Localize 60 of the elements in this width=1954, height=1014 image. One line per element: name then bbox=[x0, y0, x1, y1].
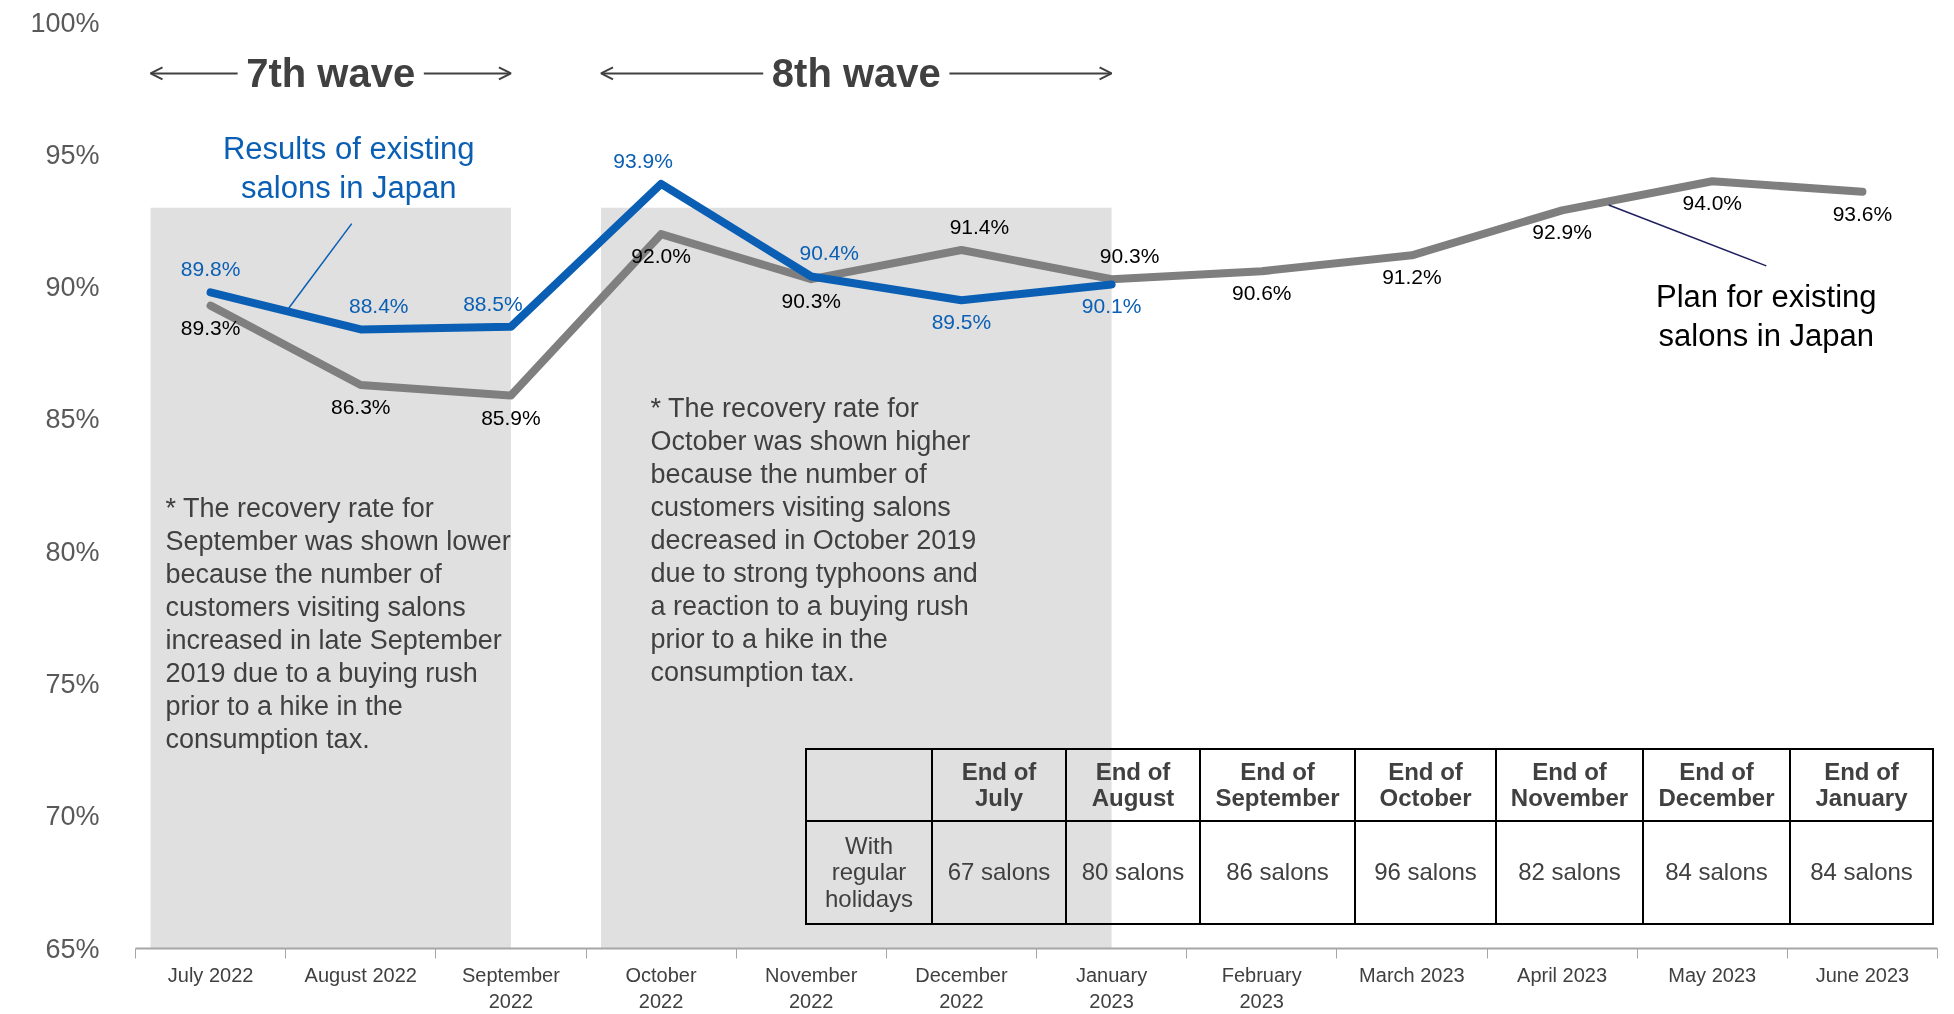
annotation: End of August bbox=[1066, 749, 1200, 821]
x-tick-label: July 2022 bbox=[167, 963, 254, 986]
data-label: 94.0% bbox=[1682, 191, 1743, 215]
text: Plan for existing salons in Japan bbox=[1656, 279, 1877, 353]
data-label: 85.9% bbox=[481, 405, 541, 429]
annotation: 86 salons bbox=[1200, 821, 1355, 924]
data-label: 93.6% bbox=[1832, 201, 1893, 225]
x-tick-label: December 2022 bbox=[915, 963, 1008, 1012]
data-label: 93.9% bbox=[613, 148, 673, 172]
annotation: 82 salons bbox=[1496, 821, 1643, 924]
y-tick-label: 80% bbox=[45, 536, 100, 567]
annotation: 80 salons bbox=[1066, 821, 1200, 924]
x-tick-label: February 2023 bbox=[1221, 963, 1302, 1012]
x-tick-label: September 2022 bbox=[462, 963, 561, 1012]
annotation: End of July bbox=[932, 749, 1066, 821]
data-label: 90.6% bbox=[1231, 281, 1292, 305]
data-label: 88.5% bbox=[463, 291, 523, 315]
x-tick-label: November 2022 bbox=[765, 963, 858, 1012]
x-tick-label: April 2023 bbox=[1517, 963, 1608, 986]
annotation: End of January bbox=[1790, 749, 1933, 821]
y-tick-label: 95% bbox=[45, 139, 100, 170]
annotation: End of November bbox=[1496, 749, 1643, 821]
band-label: 8th wave bbox=[771, 51, 941, 96]
y-tick-label: 85% bbox=[45, 404, 100, 435]
text: * The recovery rate for October was shown higher because the number of customers visiting salons decreased in October 2019 due to strong typhoons and a reaction to a buying rush prior to a hike in the consumption tax. bbox=[650, 392, 978, 687]
x-tick-label: March 2023 bbox=[1359, 963, 1465, 986]
annotation: End of October bbox=[1355, 749, 1496, 821]
annotation: * The recovery rate for September was shown lower because the number of customers visiting salons increased in late September 2019 due to a buying rush prior to a hike in the consumption tax. bbox=[165, 493, 511, 755]
y-tick-label: 90% bbox=[45, 272, 100, 303]
data-label: 91.2% bbox=[1382, 265, 1442, 289]
data-label: 92.9% bbox=[1532, 220, 1592, 244]
annotation: 96 salons bbox=[1355, 821, 1496, 924]
data-label: 86.3% bbox=[330, 394, 391, 418]
annotation: End of September bbox=[1200, 749, 1355, 821]
x-tick-label: June 2023 bbox=[1815, 963, 1910, 986]
data-label: 90.4% bbox=[799, 241, 860, 265]
data-label: 90.1% bbox=[1081, 294, 1142, 318]
text: Results of existing salons in Japan bbox=[222, 131, 475, 205]
y-tick-label: 65% bbox=[45, 933, 100, 964]
data-label: 91.4% bbox=[949, 215, 1010, 239]
data-label: 89.5% bbox=[931, 310, 992, 334]
x-tick-label: May 2023 bbox=[1668, 963, 1757, 986]
data-label: 90.3% bbox=[781, 289, 842, 313]
annotation: With regular holidays bbox=[806, 821, 932, 924]
y-tick-label: 75% bbox=[45, 668, 100, 699]
y-tick-label: 70% bbox=[45, 801, 100, 832]
x-tick-label: January 2023 bbox=[1076, 963, 1148, 1012]
data-label: 90.3% bbox=[1099, 244, 1160, 268]
annotation: 67 salons bbox=[932, 821, 1066, 924]
x-tick-label: August 2022 bbox=[304, 963, 417, 986]
annotation: End of December bbox=[1643, 749, 1790, 821]
data-label: 88.4% bbox=[348, 294, 409, 318]
y-tick-label: 100% bbox=[30, 7, 100, 38]
data-label: 89.8% bbox=[180, 257, 241, 281]
data-label: 92.0% bbox=[631, 244, 691, 268]
x-tick-label: October 2022 bbox=[625, 963, 697, 1012]
annotation: 84 salons bbox=[1790, 821, 1933, 924]
data-label: 89.3% bbox=[180, 315, 241, 339]
annotation: 84 salons bbox=[1643, 821, 1790, 924]
band-label: 7th wave bbox=[246, 51, 416, 96]
